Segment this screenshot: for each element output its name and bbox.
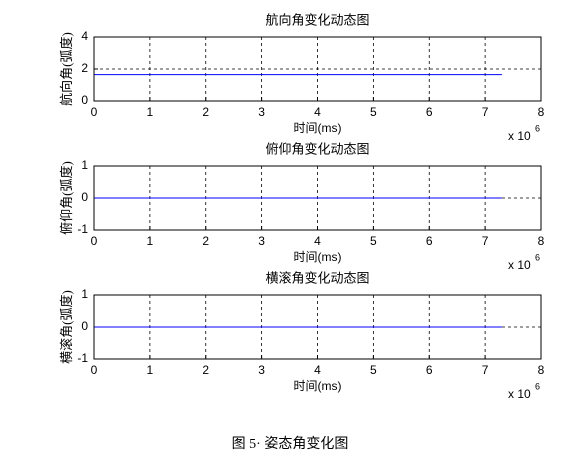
x-tick-label: 8 xyxy=(538,105,545,119)
chart-title: 横滚角变化动态图 xyxy=(265,270,369,285)
x-tick-label: 4 xyxy=(314,234,321,248)
chart-title: 俯仰角变化动态图 xyxy=(265,141,369,156)
x-tick-label: 0 xyxy=(91,363,98,377)
y-tick-label: 0 xyxy=(81,319,88,333)
x-multiplier-power: 6 xyxy=(535,252,540,262)
x-tick-label: 6 xyxy=(426,105,433,119)
axes-box xyxy=(93,165,542,231)
chart-title: 航向角变化动态图 xyxy=(265,12,369,27)
y-tick-label: 2 xyxy=(81,61,88,75)
x-tick-label: 3 xyxy=(258,363,265,377)
x-multiplier: x 10 xyxy=(508,129,531,143)
x-tick-label: 1 xyxy=(147,105,154,119)
y-tick-label: 4 xyxy=(81,29,88,43)
x-multiplier-power: 6 xyxy=(535,381,540,391)
x-tick-label: 0 xyxy=(91,105,98,119)
y-tick-label: -1 xyxy=(77,222,88,236)
x-tick-label: 5 xyxy=(370,234,377,248)
x-axis-label: 时间(ms) xyxy=(294,121,342,135)
y-tick-label: 1 xyxy=(81,158,88,172)
x-tick-label: 2 xyxy=(202,105,209,119)
x-tick-label: 3 xyxy=(258,234,265,248)
x-tick-label: 4 xyxy=(314,363,321,377)
axes-box xyxy=(93,294,542,360)
x-tick-label: 2 xyxy=(202,234,209,248)
x-tick-label: 2 xyxy=(202,363,209,377)
x-tick-label: 5 xyxy=(370,105,377,119)
x-multiplier: x 10 xyxy=(508,258,531,272)
y-axis-label: 横滚角(弧度) xyxy=(59,290,74,364)
x-tick-label: 6 xyxy=(426,363,433,377)
x-tick-label: 8 xyxy=(538,363,545,377)
x-tick-label: 8 xyxy=(538,234,545,248)
y-tick-label: 1 xyxy=(81,287,88,301)
x-tick-label: 5 xyxy=(370,363,377,377)
x-tick-label: 1 xyxy=(147,363,154,377)
x-tick-label: 1 xyxy=(147,234,154,248)
x-tick-label: 3 xyxy=(258,105,265,119)
y-tick-label: 0 xyxy=(81,190,88,204)
x-axis-label: 时间(ms) xyxy=(294,250,342,264)
x-tick-label: 7 xyxy=(482,363,489,377)
x-tick-label: 6 xyxy=(426,234,433,248)
axes-box xyxy=(93,36,542,102)
x-multiplier-power: 6 xyxy=(535,123,540,133)
y-tick-label: 0 xyxy=(81,93,88,107)
x-axis-label: 时间(ms) xyxy=(294,379,342,393)
y-axis-label: 航向角(弧度) xyxy=(59,32,74,106)
x-tick-label: 7 xyxy=(482,234,489,248)
x-tick-label: 7 xyxy=(482,105,489,119)
caption: 图 5· 姿态角变化图 xyxy=(232,436,349,452)
y-axis-label: 俯仰角(弧度) xyxy=(59,161,74,235)
x-tick-label: 4 xyxy=(314,105,321,119)
x-multiplier: x 10 xyxy=(508,387,531,401)
x-tick-label: 0 xyxy=(91,234,98,248)
y-tick-label: -1 xyxy=(77,351,88,365)
